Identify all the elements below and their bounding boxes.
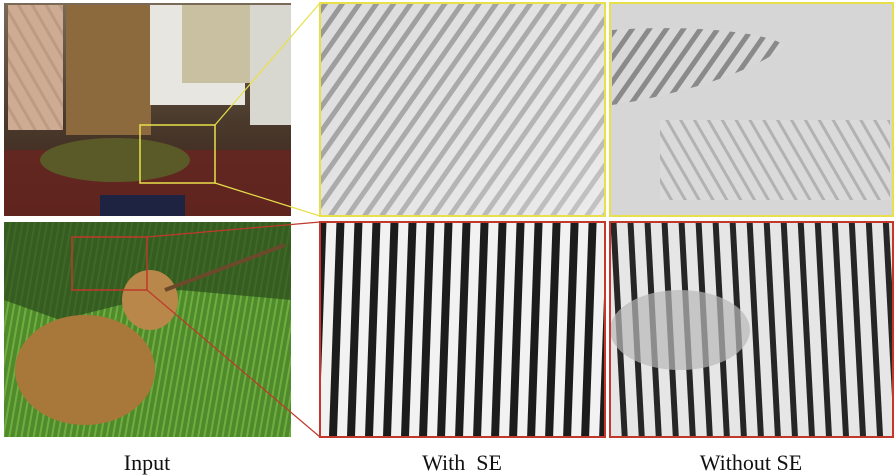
input-image-room [4,3,291,216]
without-se-crop-top [610,3,893,216]
caption: Without SE [700,450,802,475]
with-se-crop-bottom [320,222,605,437]
input-image-dog [4,222,291,437]
with-se-crop-top [320,3,605,216]
figure: Input With SE Without SE [0,0,894,476]
without-se-crop-bottom [610,222,893,437]
caption: With SE [422,450,502,475]
caption: Input [124,450,170,475]
